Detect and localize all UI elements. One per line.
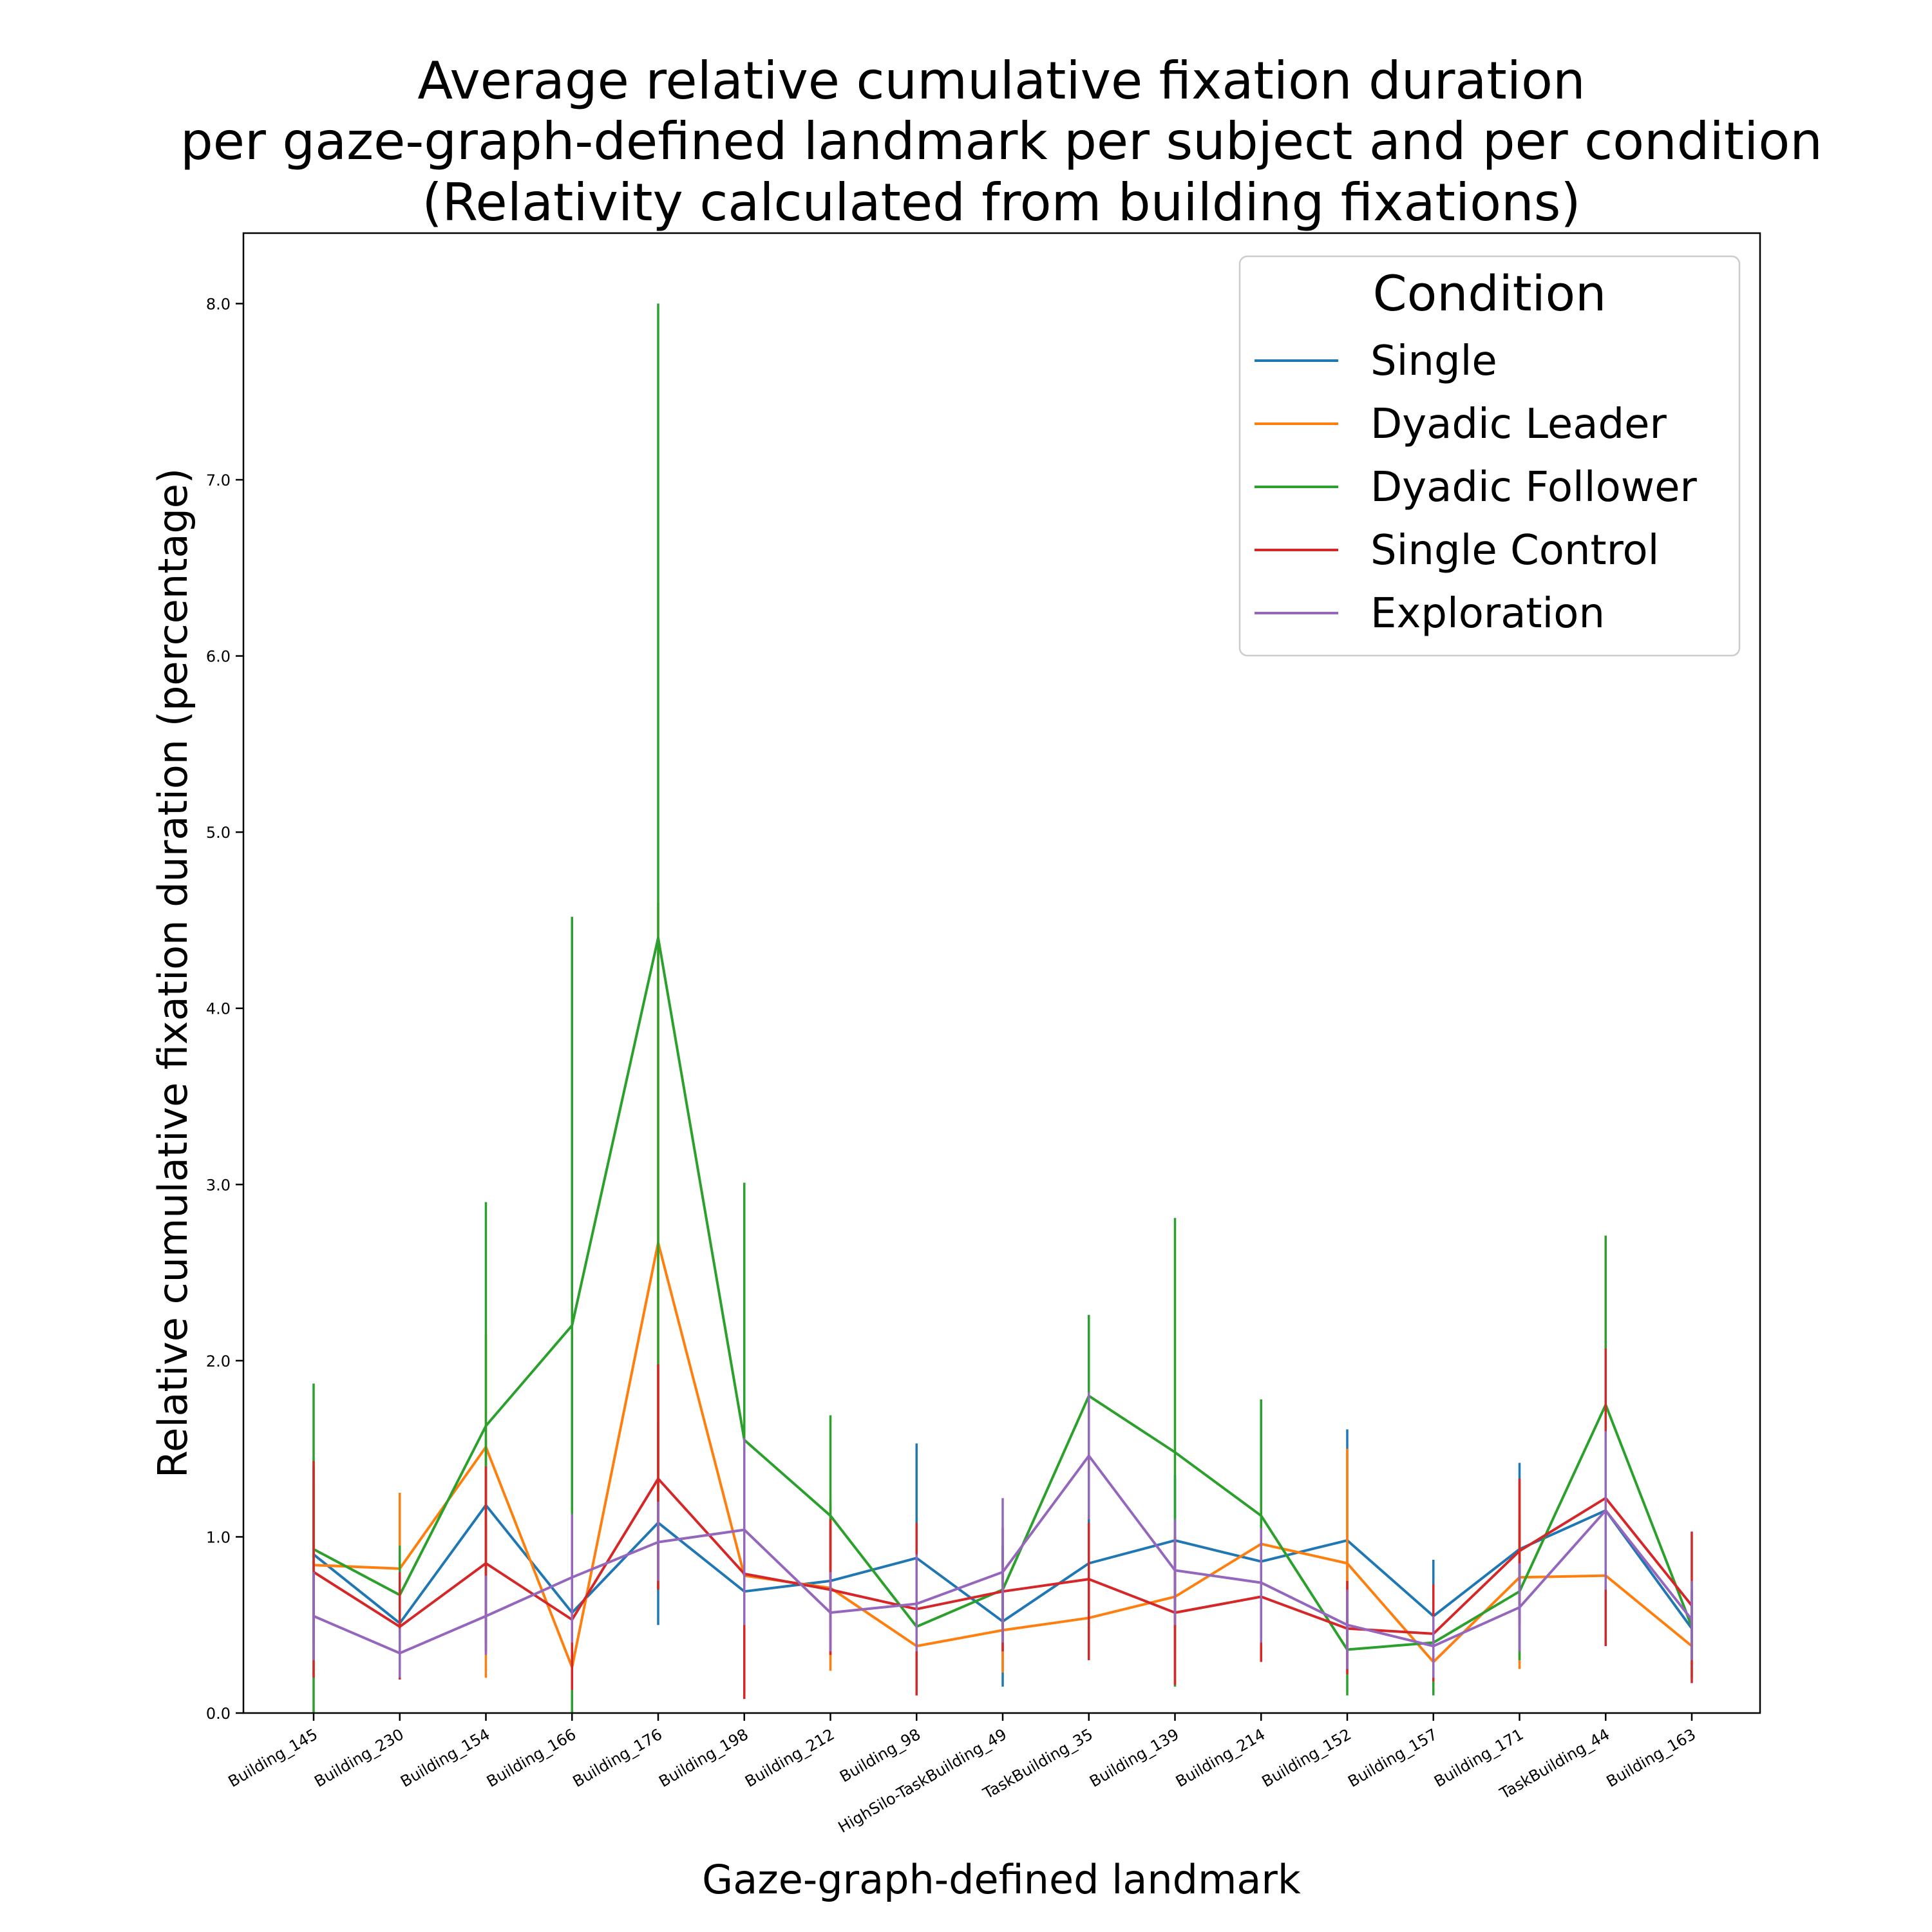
legend-box xyxy=(1238,255,1741,657)
y-tick-label-6: 6.0 xyxy=(206,648,231,666)
x-axis-label: Gaze-graph-defined landmark xyxy=(702,1856,1301,1903)
y-axis-label: Relative cumulative fixation duration (p… xyxy=(149,468,196,1478)
y-axis: 0.0 1.0 2.0 3.0 4.0 5.0 6.0 7.0 8.0 xyxy=(206,295,243,1723)
plot-area xyxy=(312,303,1693,1713)
y-tick-label-8: 8.0 xyxy=(206,295,231,313)
y-tick-label-0: 0.0 xyxy=(206,1705,231,1723)
y-tick-label-5: 5.0 xyxy=(206,824,231,842)
y-tick-label-1: 1.0 xyxy=(206,1528,231,1546)
y-tick-label-4: 4.0 xyxy=(206,1000,231,1018)
legend-title: Condition xyxy=(1373,265,1607,322)
legend-entry-0: Single xyxy=(1255,337,1497,385)
legend-entry-4: Exploration xyxy=(1255,590,1605,638)
chart-title: Average relative cumulative fixation dur… xyxy=(180,51,1823,232)
legend: Condition Single Dyadic Leader Dyadic Foll… xyxy=(1238,255,1741,657)
y-tick-label-7: 7.0 xyxy=(206,471,231,489)
chart-title-line-1: Average relative cumulative fixation dur… xyxy=(417,51,1585,111)
legend-label-2: Dyadic Follower xyxy=(1370,464,1697,511)
legend-label-3: Single Control xyxy=(1370,527,1659,574)
plot-frame xyxy=(242,232,1761,1714)
series-line-4 xyxy=(313,1454,1693,1654)
chart-title-line-2: per gaze-graph-defined landmark per subj… xyxy=(180,111,1823,171)
legend-label-0: Single xyxy=(1370,337,1497,385)
legend-entry-3: Single Control xyxy=(1255,527,1659,574)
legend-entries: Single Dyadic Leader Dyadic Follower Single… xyxy=(1255,337,1697,638)
legend-entry-1: Dyadic Leader xyxy=(1255,401,1667,448)
legend-label-1: Dyadic Leader xyxy=(1370,401,1667,448)
y-tick-label-2: 2.0 xyxy=(206,1352,231,1370)
legend-label-4: Exploration xyxy=(1370,590,1605,638)
y-tick-label-3: 3.0 xyxy=(206,1176,231,1194)
legend-entry-2: Dyadic Follower xyxy=(1255,464,1697,511)
series-4 xyxy=(312,1392,1693,1678)
chart-title-line-3: (Relativity calculated from building fix… xyxy=(422,173,1580,232)
